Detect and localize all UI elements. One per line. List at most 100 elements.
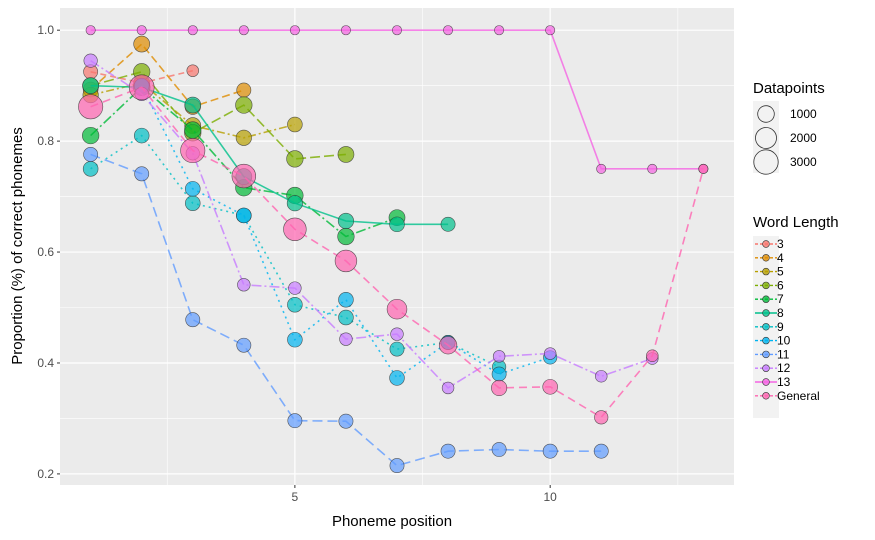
legend-color-key	[762, 336, 770, 345]
data-point	[286, 195, 303, 212]
legend-datapoints-title: Datapoints	[753, 80, 825, 97]
y-tick-label: 0.8	[37, 134, 54, 148]
data-point	[289, 25, 300, 36]
legend-datapoints: Datapoints 1000 2000 3000	[753, 80, 825, 175]
data-point	[389, 341, 405, 357]
x-tick-label: 10	[544, 490, 558, 504]
legend-color-key	[762, 309, 770, 317]
data-point	[180, 138, 206, 164]
data-point	[440, 216, 456, 232]
legend-color-key	[762, 240, 770, 248]
data-point	[392, 25, 402, 36]
data-point	[235, 129, 252, 146]
data-point	[337, 146, 355, 163]
series-general	[78, 74, 709, 425]
data-point	[283, 217, 307, 242]
data-point	[389, 370, 405, 386]
data-point	[186, 64, 199, 77]
data-point	[185, 312, 201, 328]
data-point	[287, 331, 303, 348]
legend-color-key	[762, 392, 770, 400]
data-point	[593, 443, 609, 459]
data-point	[235, 96, 253, 114]
data-point	[542, 443, 558, 459]
data-point	[133, 127, 150, 144]
series-11	[83, 147, 609, 474]
y-tick-label: 0.4	[37, 356, 54, 370]
legend-color-key	[762, 378, 770, 386]
data-point	[184, 121, 202, 139]
data-point	[83, 147, 99, 162]
data-point	[236, 337, 252, 353]
legend-color-label: 3	[777, 237, 784, 251]
data-point	[286, 150, 304, 168]
data-point	[136, 25, 147, 36]
data-point	[85, 25, 96, 36]
legend-color-key	[762, 254, 770, 262]
data-point	[185, 195, 201, 211]
legend-size-label: 3000	[790, 155, 817, 169]
legend-color-key	[762, 323, 770, 331]
data-point	[595, 370, 608, 383]
data-point	[338, 413, 354, 429]
data-point	[386, 298, 408, 320]
data-point	[337, 212, 354, 230]
data-point	[288, 281, 302, 295]
legend-color-label: 10	[777, 334, 791, 348]
y-tick-label: 0.6	[37, 245, 54, 259]
data-point	[236, 82, 252, 98]
x-axis-title: Phoneme position	[332, 513, 452, 530]
data-point	[698, 163, 709, 174]
legend-color-key	[762, 364, 770, 372]
x-tick-label: 5	[292, 490, 299, 504]
legend-size-key	[757, 105, 775, 123]
legend-word-length-title: Word Length	[753, 214, 839, 231]
data-point	[287, 296, 303, 313]
data-point	[491, 366, 507, 382]
data-point	[594, 410, 609, 425]
y-tick-label: 1.0	[37, 23, 54, 37]
y-axis-title: Proportion (%) of correct phonemes	[9, 127, 26, 365]
legend-size-label: 2000	[790, 131, 817, 145]
data-point	[78, 94, 104, 120]
legend-color-label: 7	[777, 292, 784, 306]
data-point	[596, 163, 607, 174]
data-point	[340, 25, 351, 36]
legend-color-label: 13	[777, 375, 791, 389]
legend-color-label: General	[777, 389, 820, 403]
data-point	[443, 25, 454, 36]
legend-color-key	[762, 281, 770, 290]
data-point	[82, 126, 100, 145]
legend-color-key	[762, 350, 770, 359]
legend-color-key	[762, 267, 770, 276]
legend-color-label: 11	[777, 347, 790, 361]
data-point	[339, 332, 353, 346]
data-point	[184, 96, 202, 114]
legend-size-key	[753, 149, 779, 175]
data-point	[491, 379, 508, 396]
data-point	[440, 443, 456, 459]
data-point	[390, 327, 404, 341]
data-point	[338, 292, 354, 308]
y-tick-label: 0.2	[37, 467, 54, 481]
legend-size-label: 1000	[790, 107, 817, 121]
legend-color-key	[762, 295, 770, 303]
data-point	[287, 116, 303, 133]
data-point	[337, 227, 355, 246]
series-layer	[78, 25, 709, 474]
data-point	[82, 161, 99, 177]
data-point	[128, 74, 155, 101]
data-point	[545, 25, 556, 36]
data-point	[287, 413, 303, 429]
data-point	[82, 77, 99, 94]
data-point	[491, 442, 507, 457]
data-point	[338, 309, 354, 326]
data-point	[542, 379, 558, 395]
plot-panel	[60, 8, 734, 485]
data-point	[187, 25, 198, 36]
legend-color-label: 12	[777, 361, 791, 375]
axis-ticks: 0.2 0.4 0.6 0.8 1.0 5 10	[37, 23, 557, 504]
data-point	[647, 163, 658, 174]
